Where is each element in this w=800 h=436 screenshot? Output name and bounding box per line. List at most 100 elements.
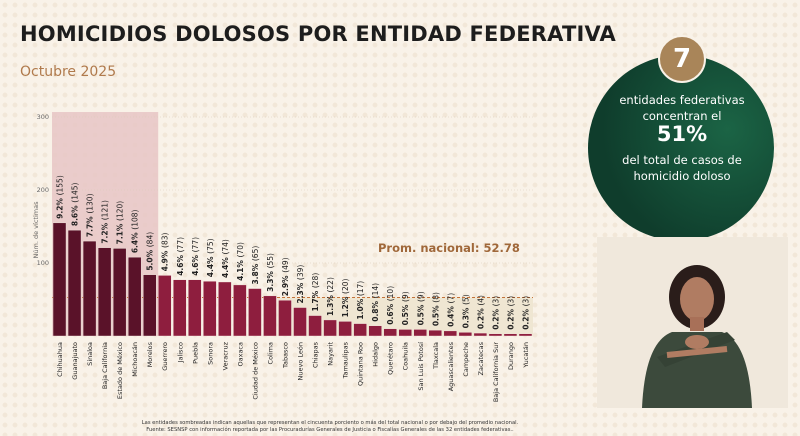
x-tick-label: Oaxaca: [236, 342, 244, 367]
bar-yucatán: [518, 333, 533, 337]
bar-durango: [503, 333, 518, 337]
highlight-text-1: entidades federativas: [619, 93, 745, 107]
bar-value-label: 7.1% (120): [116, 201, 125, 245]
count-label: (75): [206, 238, 215, 253]
percent-label: 7.2%: [101, 220, 110, 243]
x-tick-label: Quintana Roo: [357, 342, 365, 386]
x-tick-label: Campeche: [462, 342, 470, 377]
count-label: (28): [311, 273, 320, 288]
count-label: (22): [326, 277, 335, 292]
y-tick-label: 200: [37, 186, 49, 194]
percent-label: 1.7%: [311, 288, 320, 311]
bar-value-label: 1.3% (22): [326, 277, 335, 316]
x-tick-label: Chihuahua: [56, 342, 64, 377]
bar-guanajuato: [67, 229, 82, 337]
percent-label: 0.5%: [401, 302, 410, 325]
bar-veracruz: [218, 281, 232, 337]
percent-label: 7.1%: [116, 221, 125, 244]
count-label: (77): [176, 237, 185, 252]
x-tick-label: Tabasco: [281, 342, 289, 369]
percent-label: 0.2%: [506, 306, 515, 329]
bar-value-label: 0.4% (7): [446, 293, 455, 327]
y-tick-label: 100: [37, 259, 49, 267]
percent-label: 2.9%: [281, 273, 290, 296]
page-subtitle: Octubre 2025: [20, 64, 117, 80]
count-label: (8): [431, 292, 440, 303]
x-tick-label: Tamaulipas: [342, 341, 350, 379]
bar-baja-california-sur: [488, 333, 503, 337]
percent-label: 0.5%: [431, 303, 440, 326]
x-tick-label: Chiapas: [312, 341, 320, 368]
percent-label: 4.6%: [176, 252, 185, 275]
percent-label: 1.2%: [341, 294, 350, 317]
percent-label: 3.3%: [266, 268, 275, 291]
percent-label: 5.0%: [146, 247, 155, 270]
bar-value-label: 6.4% (108): [131, 209, 140, 253]
x-tick-label: Sonora: [206, 342, 214, 365]
count-label: (39): [296, 265, 305, 280]
bar-tlaxcala: [428, 329, 442, 337]
bar-value-label: 0.8% (14): [371, 283, 380, 322]
percent-label: 2.3%: [296, 280, 305, 303]
bar-value-label: 5.0% (84): [146, 232, 155, 271]
x-tick-label: Zacatecas: [477, 341, 485, 375]
count-label: (130): [86, 193, 95, 213]
percent-label: 4.1%: [236, 257, 245, 280]
x-tick-label: Guanajuato: [71, 342, 79, 380]
bar-value-label: 0.3% (5): [461, 294, 470, 328]
count-label: (77): [191, 237, 200, 252]
x-tick-label: Puebla: [191, 342, 199, 364]
percent-label: 0.8%: [371, 298, 380, 321]
bar-value-label: 4.6% (77): [191, 237, 200, 276]
bar-morelos: [143, 274, 157, 337]
x-tick-label: Ciudad de México: [251, 342, 259, 400]
count-label: (9): [401, 291, 410, 302]
count-label: (5): [461, 294, 470, 305]
y-axis-label: Núm. de víctimas: [32, 201, 40, 259]
percent-label: 4.4%: [206, 254, 215, 277]
percent-label: 1.3%: [326, 293, 335, 316]
count-label: (83): [161, 233, 170, 248]
bar-tabasco: [278, 300, 292, 337]
x-tick-label: Nuevo León: [297, 342, 305, 380]
bar-colima: [263, 295, 277, 337]
x-tick-label: Sinaloa: [86, 342, 94, 366]
bar-zacatecas: [473, 332, 488, 337]
x-tick-label: Tlaxcala: [432, 342, 440, 370]
x-tick-label: San Luis Potosí: [417, 342, 425, 391]
highlight-text-2: concentran el: [642, 109, 722, 123]
bar-puebla: [188, 279, 202, 337]
x-tick-label: Michoacán: [131, 342, 139, 377]
bar-querétaro: [383, 328, 397, 337]
bar-guerrero: [158, 275, 172, 337]
count-label: (7): [446, 293, 455, 304]
percent-label: 0.2%: [476, 306, 485, 329]
x-tick-label: Baja California: [101, 342, 109, 389]
x-tick-label: Hidalgo: [372, 342, 380, 367]
bar-tamaulipas: [338, 321, 352, 337]
bar-jalisco: [173, 279, 187, 337]
bar-hidalgo: [368, 325, 382, 337]
bar-chiapas: [308, 315, 322, 337]
count-label: (3): [506, 296, 515, 307]
interpreter-figure: [597, 237, 788, 408]
bar-value-label: 2.9% (49): [281, 257, 290, 296]
bar-value-label: 4.9% (83): [161, 233, 170, 272]
highlight-text-3: del total de casos de: [622, 153, 742, 167]
bar-nayarit: [323, 319, 337, 337]
bar-value-label: 7.7% (130): [86, 193, 95, 237]
bar-value-label: 1.7% (28): [311, 273, 320, 312]
x-tick-label: Guerrero: [161, 342, 169, 371]
x-tick-label: Durango: [507, 342, 515, 370]
bar-value-label: 2.3% (39): [296, 265, 305, 304]
bar-ciudad-de-méxico: [248, 288, 262, 337]
bar-coahuila: [398, 329, 412, 337]
bar-san-luis-potosí: [413, 329, 427, 337]
x-tick-label: Baja California Sur: [492, 342, 500, 402]
x-tick-label: Colima: [266, 342, 274, 364]
percent-label: 3.8%: [251, 261, 260, 284]
bar-value-label: 0.2% (4): [476, 295, 485, 329]
y-tick-label: 300: [37, 113, 49, 121]
percent-label: 0.6%: [386, 301, 395, 324]
count-label: (121): [101, 200, 110, 220]
